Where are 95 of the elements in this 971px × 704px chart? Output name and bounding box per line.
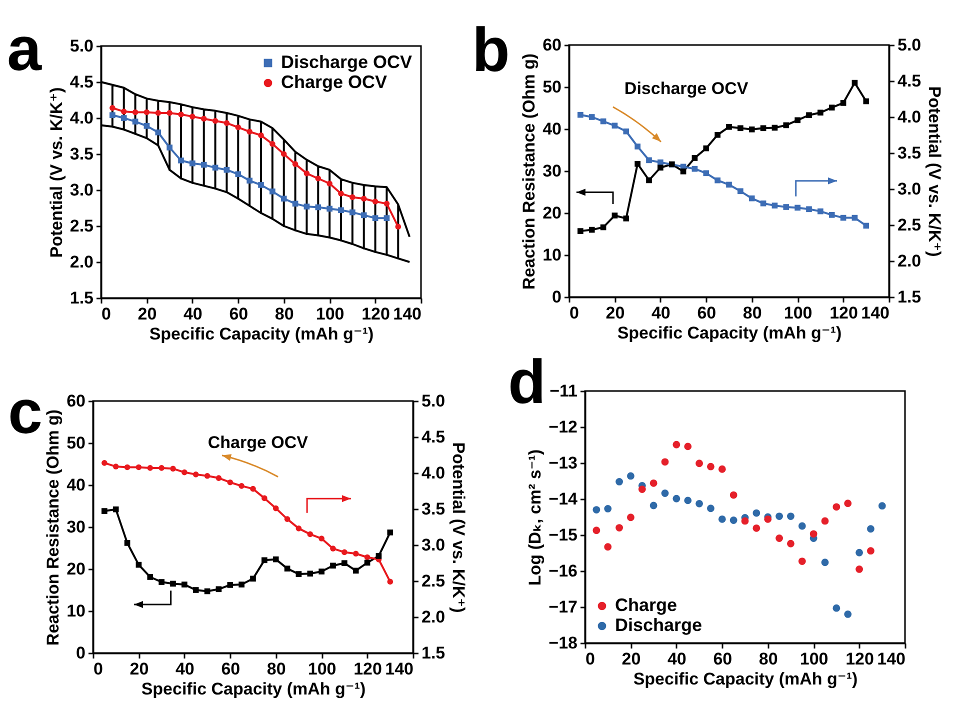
y-tick-label: 4.0: [70, 108, 94, 128]
x-tick-label: 100: [800, 650, 828, 668]
y-tick-label: −13: [548, 454, 578, 472]
x-axis-title: Specific Capacity (mAh g⁻¹): [141, 680, 366, 698]
x-tick-label: 120: [846, 650, 874, 668]
y-tick-label: −15: [548, 526, 578, 544]
y2-tick-label: 2.0: [898, 252, 922, 270]
x-tick-label: 120: [354, 660, 382, 678]
y-tick-label: 5.0: [70, 36, 94, 56]
y-axis-title: Log (Dₖ, cm² s⁻¹): [526, 449, 545, 586]
x-tick-label: 20: [606, 304, 625, 322]
x-tick-label: 100: [316, 304, 344, 324]
x-tick-label: 140: [877, 650, 906, 668]
x-tick-label: 100: [784, 304, 812, 322]
y-tick-label: 20: [542, 204, 562, 222]
y2-tick-label: 4.0: [422, 464, 446, 482]
y-tick-label: 60: [542, 36, 562, 54]
legend-label: Charge: [615, 595, 678, 615]
y-tick-label: 30: [66, 518, 86, 536]
y-axis-title: Reaction Resistance (Ohm g): [44, 409, 63, 646]
x-tick-label: 80: [758, 650, 778, 668]
y-tick-label: 10: [66, 602, 86, 620]
y-tick-label: 0: [552, 288, 562, 306]
y-tick-label: 2.0: [70, 252, 94, 272]
x-tick-label: 140: [393, 304, 422, 324]
x-tick-label: 40: [667, 650, 686, 668]
y-tick-label: −14: [548, 490, 578, 508]
legend-label: Discharge OCV: [281, 52, 412, 72]
x-tick-label: 40: [183, 304, 202, 324]
text: b: [472, 16, 510, 85]
x-tick-label: 0: [586, 650, 595, 668]
y-tick-label: 50: [542, 78, 562, 96]
text: d: [508, 348, 546, 417]
legend-label: Discharge: [615, 615, 702, 635]
x-tick-label: 80: [742, 304, 762, 322]
legend-label: Charge OCV: [281, 72, 388, 92]
x-tick-label: 0: [102, 304, 111, 324]
y2-tick-label: 3.0: [898, 180, 922, 198]
y2-tick-label: 3.5: [422, 500, 446, 518]
y2-tick-label: 3.5: [898, 144, 922, 162]
y-tick-label: 1.5: [70, 288, 94, 308]
x-tick-label: 60: [713, 650, 732, 668]
y-tick-label: −11: [550, 382, 578, 400]
x-tick-label: 140: [861, 304, 890, 322]
y-tick-label: −16: [548, 562, 578, 580]
y2-axis-title: Potential (V vs. K/K⁺): [449, 442, 468, 613]
x-tick-label: 80: [266, 660, 286, 678]
x-axis-title: Specific Capacity (mAh g⁻¹): [633, 670, 858, 688]
y-axis-title: Reaction Resistance (Ohm g): [520, 53, 539, 290]
x-tick-label: 60: [229, 304, 248, 324]
x-tick-label: 60: [221, 660, 240, 678]
y-axis-title: Potential (V vs. K/K⁺): [46, 87, 66, 258]
y2-axis-title: Potential (V vs. K/K⁺): [925, 86, 944, 257]
x-tick-label: 60: [697, 304, 716, 322]
y2-tick-label: 1.5: [422, 644, 446, 662]
y2-tick-label: 4.5: [898, 72, 922, 90]
x-axis-title: Specific Capacity (mAh g⁻¹): [617, 324, 842, 342]
y-tick-label: 3.5: [70, 144, 94, 164]
x-axis-title: Specific Capacity (mAh g⁻¹): [149, 324, 374, 344]
annotation: Charge OCV: [208, 432, 308, 453]
y2-tick-label: 3.0: [422, 536, 446, 554]
x-tick-label: 100: [308, 660, 336, 678]
text: a: [7, 15, 42, 84]
x-tick-label: 120: [362, 304, 390, 324]
y-tick-label: −12: [548, 418, 578, 436]
x-tick-label: 20: [622, 650, 641, 668]
y-tick-label: 40: [542, 120, 562, 138]
y2-tick-label: 4.0: [898, 108, 922, 126]
y2-tick-label: 2.5: [898, 216, 922, 234]
annotation: Discharge OCV: [624, 78, 748, 99]
y-tick-label: 4.5: [70, 72, 94, 92]
x-tick-label: 120: [830, 304, 858, 322]
y2-tick-label: 2.0: [422, 608, 446, 626]
x-tick-label: 140: [385, 660, 414, 678]
y-tick-label: 30: [542, 162, 562, 180]
y2-tick-label: 5.0: [422, 392, 446, 410]
y2-tick-label: 4.5: [422, 428, 446, 446]
y-tick-label: 40: [66, 476, 86, 494]
x-tick-label: 20: [130, 660, 149, 678]
x-tick-label: 40: [175, 660, 194, 678]
y2-tick-label: 2.5: [422, 572, 446, 590]
y-tick-label: 50: [66, 434, 86, 452]
y2-tick-label: 1.5: [898, 288, 922, 306]
x-tick-label: 40: [651, 304, 670, 322]
x-tick-label: 80: [274, 304, 294, 324]
y-tick-label: 60: [66, 392, 86, 410]
x-tick-label: 20: [138, 304, 157, 324]
text: c: [8, 378, 42, 447]
y-tick-label: 20: [66, 560, 86, 578]
y2-tick-label: 5.0: [898, 36, 922, 54]
y-tick-label: −17: [548, 598, 578, 616]
y-tick-label: 2.5: [70, 216, 94, 236]
y-tick-label: 10: [542, 246, 562, 264]
y-tick-label: −18: [548, 634, 578, 652]
y-tick-label: 3.0: [70, 180, 94, 200]
